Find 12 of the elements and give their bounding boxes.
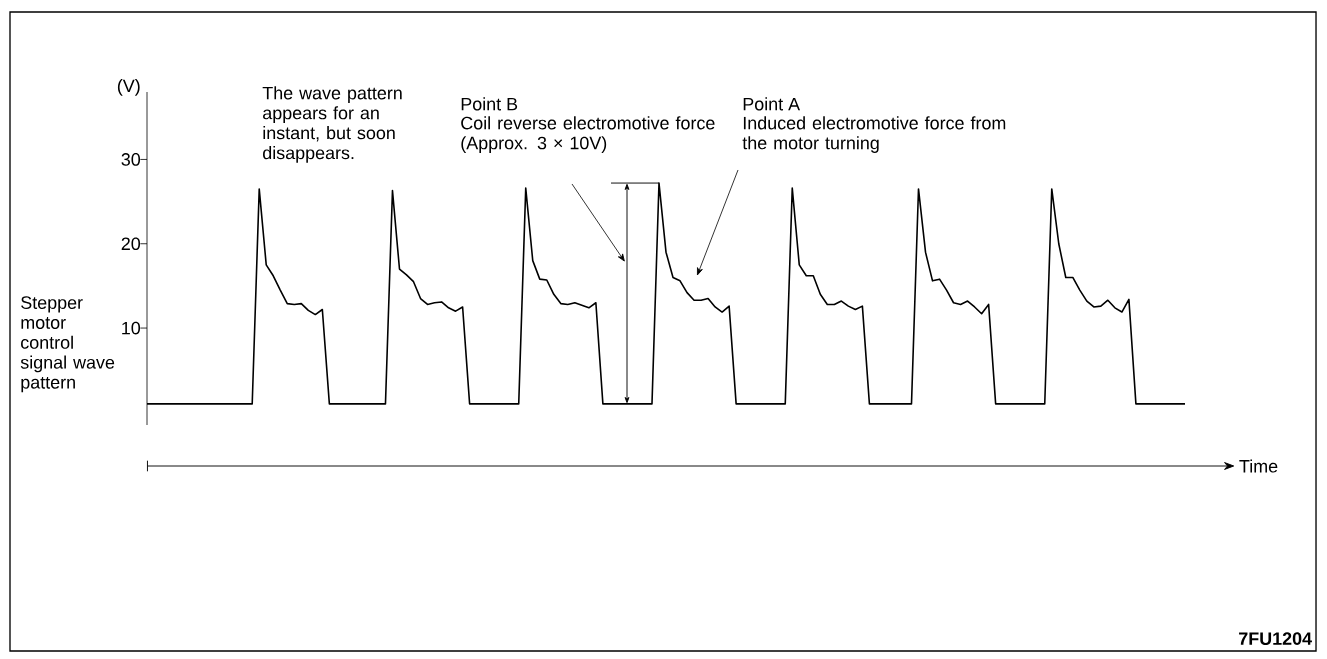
annotation: Point A [743, 97, 801, 111]
annotation: Coil reverse electromotive force (Approx. 3 × 10V) [461, 116, 715, 153]
annotation: Point B [461, 97, 518, 111]
annotation: Induced electromotive force from the motor turning [742, 116, 1006, 153]
y-tick-label: 10 [122, 321, 141, 335]
y-tick-label: 30 [121, 153, 141, 166]
text: Stepper motor control signal wave pattern [20, 296, 115, 393]
y-axis-title: (V) [117, 79, 140, 96]
text: 7FU1204 [1239, 632, 1312, 645]
y-tick-label: 20 [121, 237, 141, 251]
annotation: The wave pattern appears for an instant, but soon disappears. [262, 86, 402, 163]
x-axis-title: Time [1239, 459, 1278, 473]
